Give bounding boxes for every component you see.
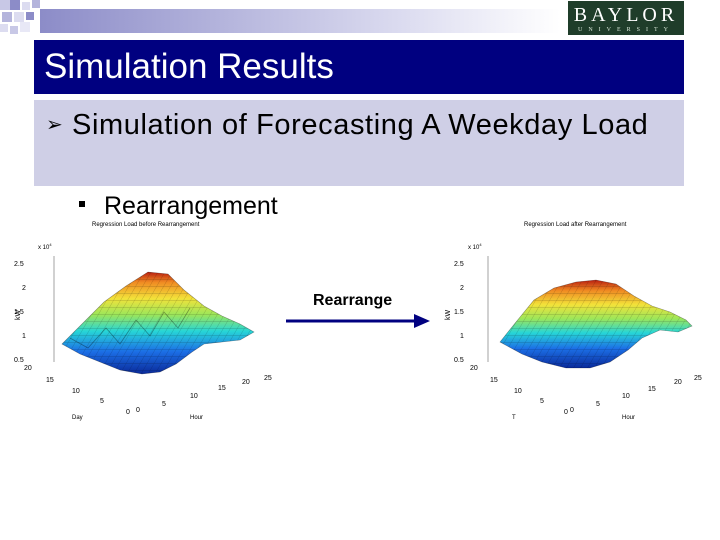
plot-right-xtick: 15 (648, 386, 656, 393)
baylor-logo: BAYLOR UNIVERSITY (568, 1, 684, 35)
plot-right-ytick: 10 (514, 388, 522, 395)
plot-right-xtick: 20 (674, 379, 682, 386)
plot-left-ztick: 2.5 (14, 261, 24, 268)
plot-left-ytick: 20 (24, 365, 32, 372)
bullet-band (34, 100, 684, 186)
plot-right-zlabel: kW (445, 310, 452, 321)
arrow-bullet-icon: ➢ (46, 114, 63, 136)
square-bullet-icon (79, 201, 85, 207)
plot-left-exponent: x 104 (38, 242, 52, 251)
slide-title: Simulation Results (44, 47, 334, 86)
plot-before-rearrangement: Regression Load before Rearrangement x 1… (14, 222, 272, 421)
plot-left-ytick: 10 (72, 388, 80, 395)
plot-right-xtick: 10 (622, 393, 630, 400)
plot-right-ztick: 2 (460, 285, 464, 292)
plot-right-xtick: 0 (570, 407, 574, 414)
plot-left-xtick: 5 (162, 401, 166, 408)
plot-right-xtick: 5 (596, 401, 600, 408)
plot-left-ytick: 0 (126, 409, 130, 416)
plot-left-ztick: 0.5 (14, 357, 24, 364)
plot-right-ztick: 1 (460, 333, 464, 340)
plot-right-xlabel: Hour (622, 415, 635, 421)
plot-left-xtick: 0 (136, 407, 140, 414)
plot-right-ytick: 5 (540, 398, 544, 405)
plot-right-ytick: 15 (490, 377, 498, 384)
plot-left-ztick: 1 (22, 333, 26, 340)
plot-left-zlabel: kW (15, 310, 22, 321)
plot-left-xtick: 15 (218, 385, 226, 392)
plot-left-xtick: 10 (190, 393, 198, 400)
bullet-simulation: Simulation of Forecasting A Weekday Load (72, 109, 649, 141)
corner-decoration (0, 0, 720, 50)
title-bar (34, 40, 684, 94)
plot-left-xtick: 25 (264, 375, 272, 382)
plot-right-exponent: x 104 (468, 242, 482, 251)
plot-right-ytick: 0 (564, 409, 568, 416)
rearrange-arrow (286, 314, 430, 328)
plot-left-ztick: 1.5 (14, 309, 24, 316)
plot-left-ytick: 5 (100, 398, 104, 405)
plot-right-title: Regression Load after Rearrangement (524, 222, 627, 228)
plot-left-title: Regression Load before Rearrangement (92, 222, 200, 228)
bullet-rearrangement: Rearrangement (104, 192, 278, 220)
plot-left-xlabel: Hour (190, 415, 203, 421)
plot-left-ylabel: Day (72, 415, 83, 421)
plot-right-ylabel: T (512, 415, 516, 421)
plot-left-ytick: 15 (46, 377, 54, 384)
plot-right-ztick: 0.5 (454, 357, 464, 364)
plot-right-ytick: 20 (470, 365, 478, 372)
header-gradient-band (40, 9, 560, 33)
plot-after-rearrangement: Regression Load after Rearrangement x 10… (445, 222, 702, 421)
logo-subtitle: UNIVERSITY (578, 27, 674, 33)
plot-right-ztick: 1.5 (454, 309, 464, 316)
plot-right-ztick: 2.5 (454, 261, 464, 268)
plot-left-xtick: 20 (242, 379, 250, 386)
logo-wordmark: BAYLOR (573, 4, 679, 26)
rearrange-label: Rearrange (313, 292, 393, 309)
plot-left-ztick: 2 (22, 285, 26, 292)
plot-right-xtick: 25 (694, 375, 702, 382)
